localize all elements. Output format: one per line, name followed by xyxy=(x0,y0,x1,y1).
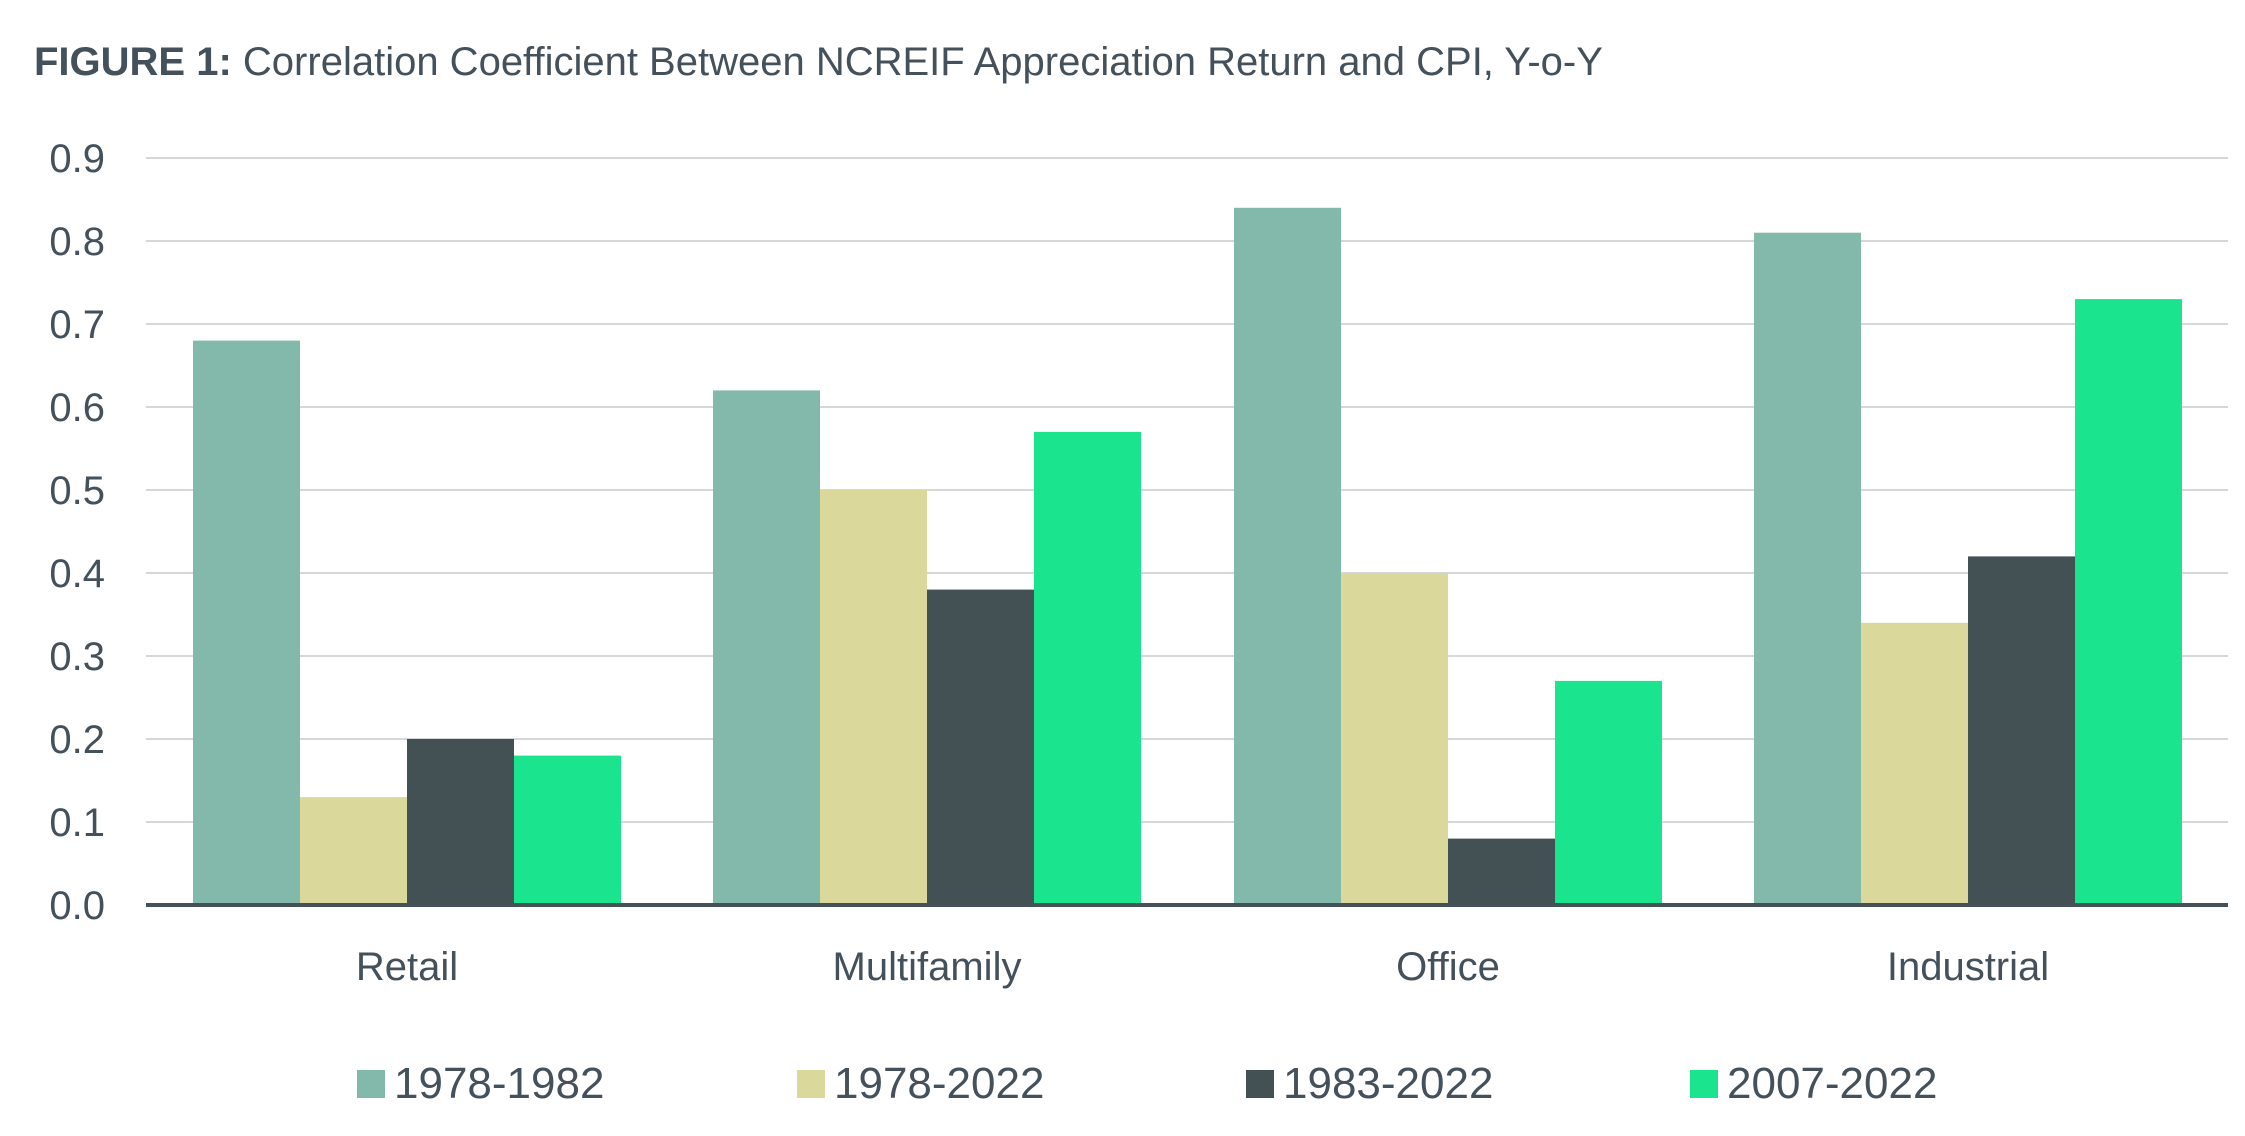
bar-multifamily-2007-2022 xyxy=(1034,431,1141,905)
y-tick-label: 0.4 xyxy=(49,552,105,596)
legend-label: 2007-2022 xyxy=(1727,1059,1937,1108)
x-axis-categories: Retail Multifamily Office Industrial xyxy=(356,945,2049,989)
y-tick-label: 0.9 xyxy=(49,137,105,181)
bar-industrial-1978-1982 xyxy=(1754,232,1861,905)
y-tick-label: 0.6 xyxy=(49,386,105,430)
legend-swatch xyxy=(797,1070,825,1098)
legend-label: 1978-1982 xyxy=(394,1059,604,1108)
legend-label: 1978-2022 xyxy=(834,1059,1044,1108)
bar-multifamily-1983-2022 xyxy=(927,589,1034,905)
y-tick-label: 0.2 xyxy=(49,718,105,762)
y-tick-label: 0.1 xyxy=(49,801,105,845)
chart-title-text: Correlation Coefficient Between NCREIF A… xyxy=(242,40,1603,84)
bar-multifamily-1978-1982 xyxy=(713,390,820,905)
y-tick-label: 0.3 xyxy=(49,635,105,679)
y-tick-label: 0.0 xyxy=(49,884,105,928)
legend-swatch xyxy=(1690,1070,1718,1098)
bar-industrial-1978-2022 xyxy=(1861,622,1968,905)
bar-retail-1978-1982 xyxy=(193,340,300,906)
bar-retail-2007-2022 xyxy=(514,755,621,905)
bars xyxy=(193,207,2182,906)
y-tick-label: 0.5 xyxy=(49,469,105,513)
y-axis-ticks: 0.0 0.1 0.2 0.3 0.4 0.5 0.6 0.7 0.8 0.9 xyxy=(49,137,105,928)
y-tick-label: 0.8 xyxy=(49,220,105,264)
legend-label: 1983-2022 xyxy=(1283,1059,1493,1108)
bar-office-2007-2022 xyxy=(1555,680,1662,905)
bar-office-1978-1982 xyxy=(1234,207,1341,906)
chart-title-label: FIGURE 1: xyxy=(34,40,232,84)
x-category-label: Multifamily xyxy=(833,945,1022,989)
bar-industrial-1983-2022 xyxy=(1968,556,2075,905)
bar-office-1978-2022 xyxy=(1341,573,1448,905)
bar-industrial-2007-2022 xyxy=(2075,299,2182,906)
bar-office-1983-2022 xyxy=(1448,838,1555,905)
y-tick-label: 0.7 xyxy=(49,303,105,347)
x-category-label: Retail xyxy=(356,945,458,989)
chart-title: FIGURE 1: Correlation Coefficient Betwee… xyxy=(34,40,1603,85)
x-category-label: Industrial xyxy=(1887,945,2049,989)
bar-retail-1983-2022 xyxy=(407,739,514,905)
x-category-label: Office xyxy=(1396,945,1500,989)
legend-swatch xyxy=(357,1070,385,1098)
bar-retail-1978-2022 xyxy=(300,797,407,905)
bar-multifamily-1978-2022 xyxy=(820,490,927,905)
legend-swatch xyxy=(1246,1070,1274,1098)
gridlines xyxy=(146,157,2228,823)
legend: 1978-1982 1978-2022 1983-2022 2007-2022 xyxy=(357,1059,1937,1108)
